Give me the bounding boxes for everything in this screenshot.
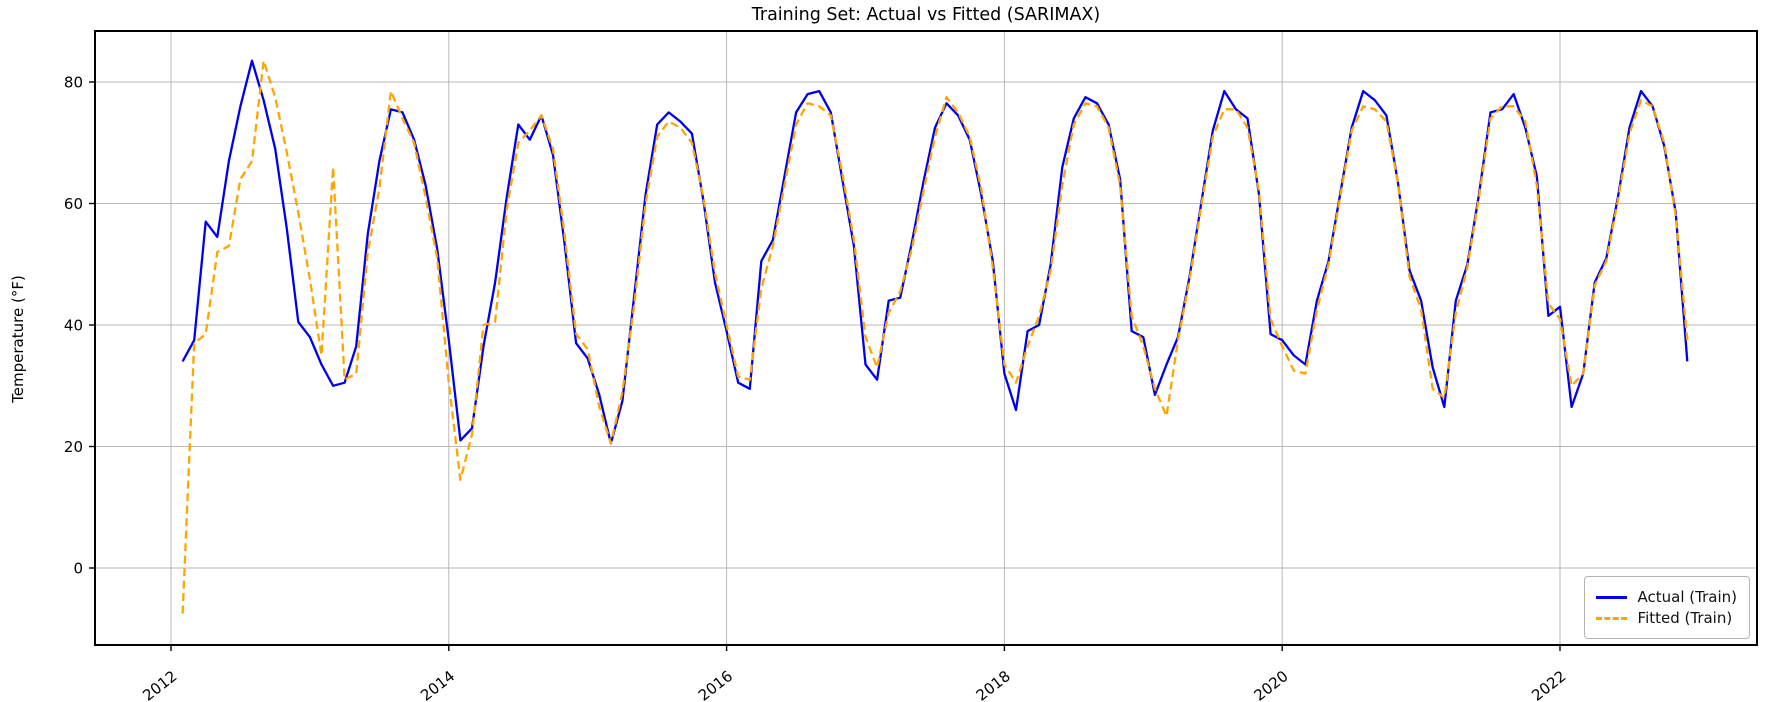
- chart-title: Training Set: Actual vs Fitted (SARIMAX): [751, 5, 1101, 25]
- x-tick-label: 2016: [695, 667, 736, 702]
- legend: Actual (Train) Fitted (Train): [1583, 576, 1750, 639]
- x-tick-label: 2020: [1250, 667, 1291, 702]
- y-tick-label: 80: [64, 74, 83, 92]
- x-tick-label: 2014: [417, 667, 458, 702]
- x-tick-label: 2018: [973, 667, 1014, 702]
- y-tick-label: 0: [73, 560, 83, 578]
- legend-entry-fitted: Fitted (Train): [1595, 609, 1737, 627]
- x-tick-label: 2022: [1528, 667, 1569, 702]
- actual-train-line: [181, 59, 1689, 445]
- actual-line-sample: [1595, 595, 1627, 599]
- fitted-line-sample: [1595, 616, 1627, 620]
- fitted-train-line: [181, 59, 1689, 614]
- x-tick-label: 2012: [139, 667, 180, 702]
- legend-entry-actual: Actual (Train): [1595, 588, 1737, 606]
- legend-label-actual: Actual (Train): [1637, 588, 1737, 606]
- y-tick-label: 40: [64, 317, 83, 335]
- legend-label-fitted: Fitted (Train): [1637, 609, 1733, 627]
- y-axis-label: Temperature (°F): [9, 275, 27, 403]
- y-tick-label: 60: [64, 195, 83, 213]
- y-tick-label: 20: [64, 438, 83, 456]
- plot-border: [94, 30, 1758, 646]
